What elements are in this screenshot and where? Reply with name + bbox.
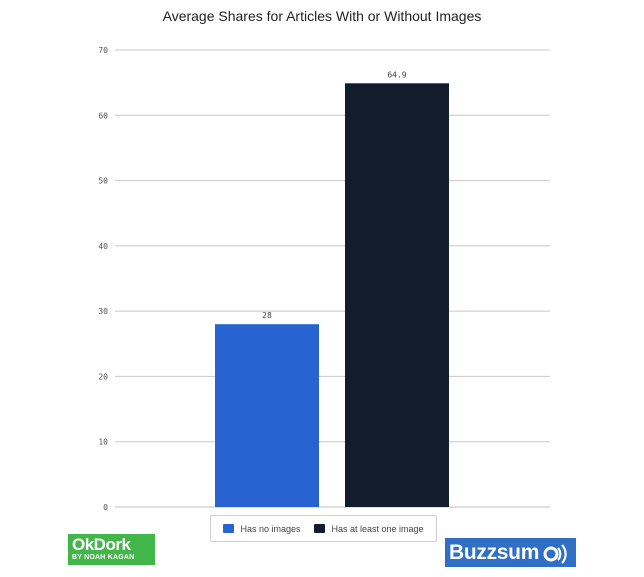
legend-label-with-image: Has at least one image	[331, 523, 424, 534]
y-tick-label-50: 50	[98, 177, 108, 186]
okdork-logo-tagline: BY NOAH KAGAN	[72, 554, 135, 561]
legend-swatch-with-image	[314, 524, 326, 533]
y-tick-label-60: 60	[98, 111, 108, 120]
y-tick-label-70: 70	[98, 46, 108, 55]
data-labels: 28 64.9	[262, 70, 407, 320]
legend-label-no-images: Has no images	[240, 523, 301, 534]
y-tick-label-20: 20	[98, 372, 108, 381]
y-tick-label-40: 40	[98, 242, 108, 251]
y-tick-label-0: 0	[103, 503, 108, 512]
bar-with-image[interactable]	[345, 83, 449, 507]
y-axis-ticks: 0 10 20 30 40 50 60 70	[98, 46, 108, 512]
broadcast-o-icon	[543, 543, 567, 564]
grid-lines	[115, 49, 550, 508]
bars	[215, 83, 449, 507]
buzzsumo-logo-wordmark: Buzzsum	[449, 540, 540, 564]
legend-swatch-no-images	[223, 524, 235, 533]
buzzsumo-logo: Buzzsum	[445, 538, 576, 567]
okdork-logo-wordmark: OkDork	[72, 535, 131, 554]
y-tick-label-10: 10	[98, 438, 108, 447]
data-label-no-images: 28	[262, 311, 272, 320]
chart-legend: Has no images Has at least one image	[210, 515, 437, 542]
okdork-logo: OkDork BY NOAH KAGAN	[68, 534, 155, 565]
chart-title: Average Shares for Articles With or With…	[162, 8, 482, 24]
bar-no-images[interactable]	[215, 324, 319, 507]
legend-item-with-image[interactable]: Has at least one image	[314, 523, 424, 534]
data-label-with-image: 64.9	[387, 70, 406, 79]
legend-item-no-images[interactable]: Has no images	[223, 524, 300, 534]
y-tick-label-30: 30	[98, 307, 108, 316]
